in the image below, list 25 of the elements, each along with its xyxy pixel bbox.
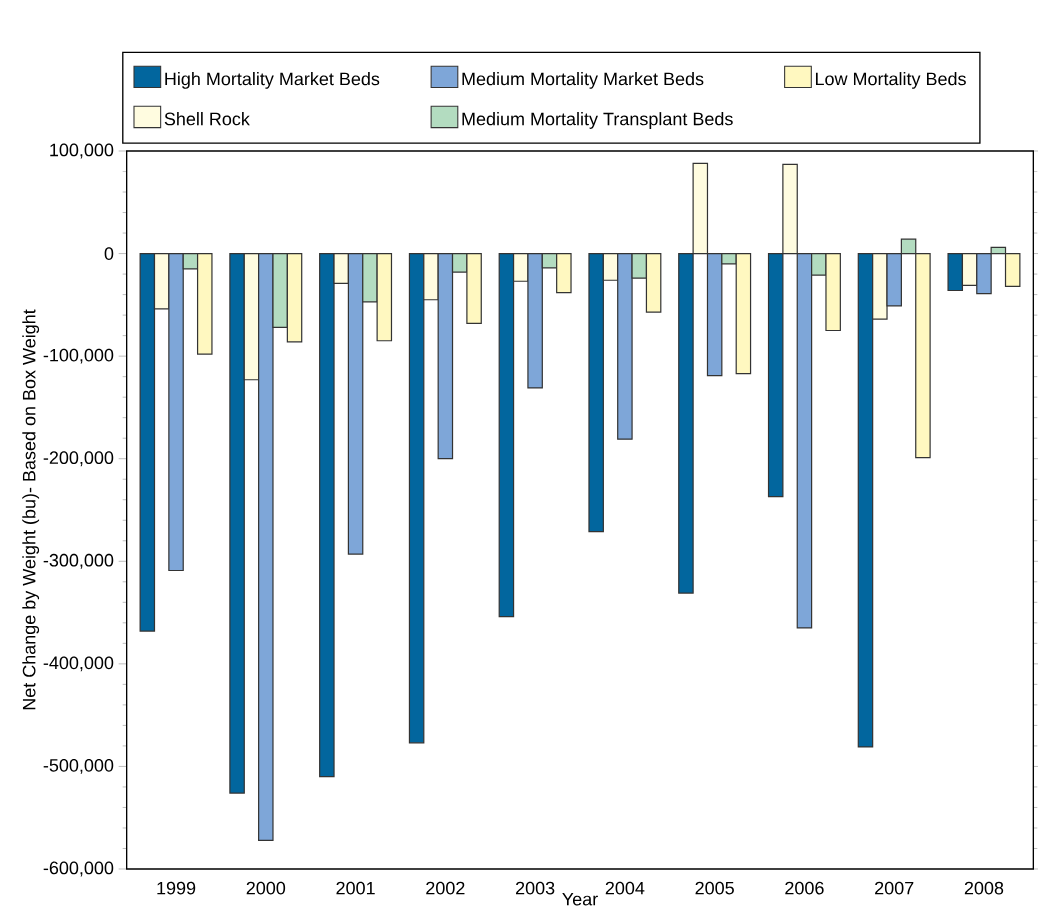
x-tick-label: 1999: [157, 881, 196, 895]
y-tick-label: -300,000: [43, 553, 114, 569]
y-tick-label: -600,000: [43, 861, 114, 877]
legend-label: Shell Rock: [164, 112, 250, 126]
legend-label: Medium Mortality Transplant Beds: [462, 112, 733, 129]
x-axis-title: Year: [562, 892, 598, 906]
y-tick-label: -400,000: [43, 656, 114, 672]
x-tick-label: 2001: [336, 881, 375, 895]
x-tick-label: 2003: [516, 881, 555, 895]
y-tick-label: 0: [104, 247, 114, 260]
x-tick-label: 2005: [695, 881, 734, 895]
x-tick-label: 2008: [964, 881, 1004, 895]
x-tick-label: 2004: [605, 881, 645, 895]
x-tick-label: 2002: [426, 881, 465, 895]
x-tick-label: 2006: [785, 881, 824, 895]
x-tick-label: 2007: [875, 881, 914, 895]
y-tick-label: -100,000: [43, 348, 114, 364]
legend-label: High Mortality Market Beds: [165, 72, 380, 89]
y-axis-title: Net Change by Weight (bu)- Based on Box Weight: [22, 309, 40, 710]
y-tick-label: -500,000: [43, 758, 114, 774]
y-tick-label: 100,000: [50, 143, 114, 159]
legend-label: Medium Mortality Market Beds: [462, 72, 704, 89]
legend-label: Low Mortality Beds: [815, 72, 966, 89]
y-tick-label: -200,000: [43, 451, 114, 467]
x-tick-label: 2000: [246, 881, 286, 895]
